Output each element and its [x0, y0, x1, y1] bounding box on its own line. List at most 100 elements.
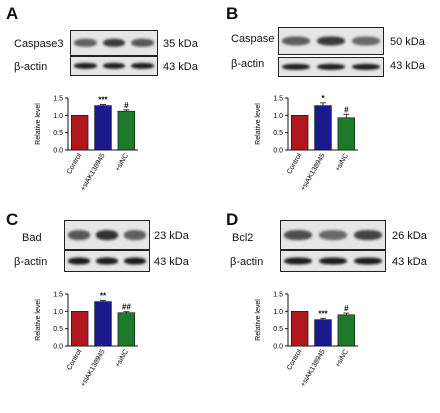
- bar: [337, 314, 356, 347]
- blot-label: Bad: [22, 232, 42, 244]
- y-tick-label: 0.0: [53, 148, 63, 155]
- x-tick-label: +siNC: [114, 349, 130, 369]
- y-axis-label: Relative level: [255, 299, 262, 341]
- y-tick-label: 0.0: [273, 148, 283, 155]
- blot-label: Caspase 9: [231, 33, 284, 45]
- blot-label: β-actin: [231, 58, 265, 70]
- y-tick-label: 1.0: [273, 113, 283, 120]
- blot-band: [284, 230, 313, 240]
- bar: [94, 105, 112, 151]
- significance-label: #: [344, 105, 349, 114]
- y-tick-label: 0.5: [273, 130, 283, 137]
- bar: [94, 301, 112, 347]
- blot-label: β-actin: [230, 256, 264, 268]
- significance-label: #: [344, 304, 349, 313]
- kda-label: 43 kDa: [390, 60, 425, 72]
- y-tick-label: 1.5: [53, 96, 63, 103]
- kda-label: 26 kDa: [392, 230, 427, 242]
- y-tick-label: 0.5: [53, 326, 63, 333]
- significance-label: ***: [318, 309, 328, 318]
- blot-label: Caspase3: [14, 38, 64, 50]
- kda-label: 50 kDa: [390, 36, 425, 48]
- bar: [70, 115, 89, 151]
- significance-label: ##: [122, 303, 131, 312]
- kda-label: 23 kDa: [154, 230, 189, 242]
- y-tick-label: 0.5: [53, 130, 63, 137]
- y-tick-label: 0.0: [273, 344, 283, 351]
- bar: [290, 115, 309, 151]
- blot-band: [95, 230, 119, 240]
- significance-label: **: [100, 292, 107, 301]
- bar: [117, 110, 136, 151]
- blot-band: [317, 36, 345, 46]
- blot-band: [67, 230, 91, 240]
- y-tick-label: 0.0: [53, 344, 63, 351]
- western-blot-band-strip: [280, 220, 386, 250]
- y-tick-label: 1.5: [273, 292, 283, 299]
- x-tick-label: Control: [66, 152, 84, 175]
- blot-label: β-actin: [14, 61, 48, 73]
- western-blot-band-strip: [278, 27, 384, 55]
- blot-band: [284, 257, 313, 265]
- x-tick-label: Control: [286, 348, 304, 371]
- x-tick-label: +siNC: [114, 153, 130, 173]
- x-tick-label: +siAK138945: [300, 152, 327, 192]
- panel-d: D Bcl2 26 kDa β-actin 43 kDa Relative le…: [220, 206, 440, 412]
- panel-letter: C: [6, 210, 19, 229]
- y-tick-label: 1.5: [273, 96, 283, 103]
- y-axis-label: Relative level: [255, 103, 262, 145]
- y-tick-label: 0.5: [273, 326, 283, 333]
- significance-label: *: [321, 94, 325, 103]
- blot-band: [319, 230, 347, 240]
- x-tick-label: Control: [286, 152, 304, 175]
- blot-band: [282, 36, 311, 46]
- x-tick-label: +siAK138945: [80, 152, 107, 192]
- bar-chart: Relative level 0.0 0.5 1.0 1.5 Control * +siAK1…: [255, 94, 358, 192]
- bar: [314, 105, 332, 151]
- blot-band: [351, 36, 380, 46]
- western-blot-band-strip: [64, 220, 150, 250]
- panel-letter: A: [6, 4, 19, 23]
- y-tick-label: 1.0: [53, 309, 63, 316]
- bar: [70, 311, 89, 347]
- western-blot-band-strip: [280, 250, 386, 272]
- bar: [290, 311, 309, 347]
- blot-band: [73, 38, 97, 48]
- bar: [117, 312, 136, 347]
- blot-band: [102, 62, 126, 70]
- blot-label: β-actin: [14, 256, 48, 268]
- blot-band: [319, 257, 347, 265]
- y-axis-label: Relative level: [35, 299, 42, 341]
- bar-chart: Relative level 0.0 0.5 1.0 1.5 Control *** +siA…: [255, 292, 358, 388]
- panel-b: B Caspase 9 50 kDa β-actin 43 kDa Relati…: [220, 0, 440, 206]
- western-blot-band-strip: [64, 250, 150, 272]
- x-tick-label: +siNC: [334, 349, 350, 369]
- blot-band: [282, 63, 311, 71]
- blot-band: [95, 257, 119, 265]
- western-blot-band-strip: [70, 56, 158, 76]
- blot-band: [351, 63, 380, 71]
- bar-chart: Relative level 0.0 0.5 1.0 1.5 Control ** +siAK…: [35, 292, 138, 388]
- blot-band: [102, 38, 126, 48]
- blot-band: [123, 230, 147, 240]
- x-tick-label: Control: [66, 348, 84, 371]
- y-axis-label: Relative level: [35, 103, 42, 145]
- bar-chart: Relative level 0.0 0.5 1.0 1.5 Control *** +siA…: [35, 96, 138, 192]
- blot-band: [131, 62, 155, 70]
- panel-c: C Bad 23 kDa β-actin 43 kDa Relative lev…: [0, 206, 220, 412]
- blot-band: [353, 257, 382, 265]
- y-tick-label: 1.0: [273, 309, 283, 316]
- kda-label: 43 kDa: [154, 256, 189, 268]
- significance-label: ***: [98, 96, 108, 105]
- western-blot-band-strip: [278, 57, 384, 77]
- panel-letter: B: [226, 4, 239, 23]
- bar: [314, 319, 332, 347]
- western-blot-band-strip: [70, 30, 158, 56]
- blot-label: Bcl2: [232, 232, 254, 244]
- x-tick-label: +siAK138945: [300, 348, 327, 388]
- blot-band: [123, 257, 147, 265]
- panel-letter: D: [226, 210, 239, 229]
- panel-a: A Caspase3 35 kDa β-actin 43 kDa Relativ…: [0, 0, 220, 206]
- blot-band: [317, 63, 345, 71]
- y-tick-label: 1.5: [53, 292, 63, 299]
